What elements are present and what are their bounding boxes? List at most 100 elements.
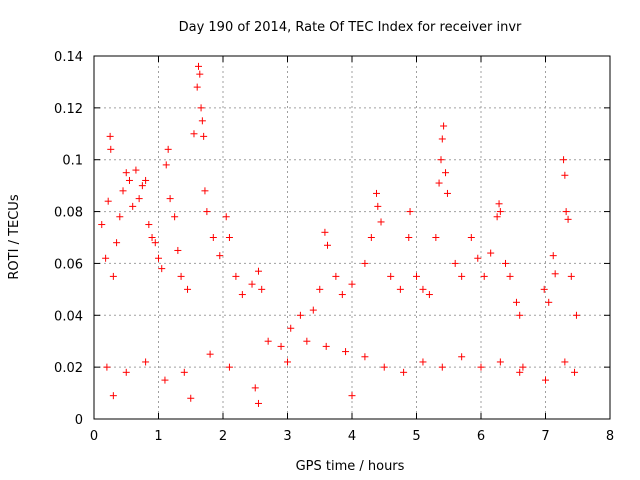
data-point	[196, 70, 204, 78]
data-point	[177, 272, 185, 280]
data-point	[512, 298, 520, 306]
data-point	[542, 376, 549, 384]
data-point	[413, 272, 420, 280]
data-point	[113, 239, 121, 247]
data-point	[458, 272, 466, 280]
data-point	[361, 259, 369, 267]
data-point	[506, 272, 514, 280]
data-point	[238, 291, 246, 299]
data-point	[190, 130, 198, 138]
data-point	[551, 270, 559, 278]
data-point	[549, 252, 557, 260]
data-point	[477, 363, 485, 371]
data-point	[316, 285, 324, 293]
data-point	[162, 161, 170, 169]
data-point	[348, 392, 356, 400]
data-point	[396, 285, 404, 293]
x-tick-label: 4	[348, 429, 356, 444]
data-point	[309, 306, 317, 314]
data-point	[432, 234, 440, 241]
data-point	[122, 368, 130, 376]
data-point	[287, 324, 295, 332]
data-point	[374, 202, 382, 210]
data-point	[148, 234, 156, 241]
data-point	[338, 291, 346, 299]
data-point	[125, 176, 133, 184]
data-point	[129, 202, 137, 210]
axis-ticks	[93, 55, 611, 420]
data-point	[254, 399, 262, 407]
data-point	[151, 239, 159, 247]
data-point	[519, 363, 527, 371]
x-tick-label: 5	[412, 429, 420, 444]
data-point	[322, 342, 330, 350]
data-point	[332, 272, 340, 280]
data-point	[540, 285, 548, 293]
data-point	[180, 368, 188, 376]
data-point	[493, 213, 501, 221]
data-point	[106, 132, 114, 140]
data-point	[122, 169, 130, 177]
data-point	[348, 280, 356, 288]
data-point	[284, 358, 291, 366]
data-point	[107, 145, 115, 153]
data-point	[296, 311, 304, 319]
data-point	[561, 171, 569, 179]
data-point	[496, 208, 504, 216]
y-tick-label: 0.1	[62, 154, 83, 169]
data-point	[425, 291, 433, 299]
data-point	[516, 368, 524, 376]
x-tick-label: 3	[283, 429, 291, 444]
data-point	[572, 311, 580, 319]
data-point	[251, 384, 259, 392]
data-point	[203, 208, 211, 216]
data-point	[225, 363, 233, 371]
x-axis-label: GPS time / hours	[296, 459, 405, 474]
data-point	[502, 259, 510, 267]
y-tick-label: 0.08	[54, 206, 83, 221]
data-point	[103, 363, 111, 371]
data-point	[400, 368, 408, 376]
data-point	[225, 234, 233, 241]
data-point	[232, 272, 240, 280]
data-point	[258, 285, 266, 293]
data-point	[138, 182, 146, 190]
data-point	[142, 176, 150, 184]
data-point	[174, 246, 182, 254]
y-axis-label: ROTI / TECUs	[7, 194, 22, 279]
data-point	[516, 311, 524, 319]
data-point	[209, 234, 217, 241]
data-point	[406, 208, 414, 216]
data-point	[367, 234, 375, 241]
data-point	[321, 228, 329, 236]
data-point	[467, 234, 475, 241]
data-point	[435, 179, 443, 187]
data-point	[387, 272, 395, 280]
data-point	[102, 254, 110, 262]
data-point	[487, 249, 495, 257]
data-point	[474, 254, 482, 262]
data-point	[562, 208, 570, 216]
data-point	[158, 265, 166, 273]
data-points	[98, 62, 580, 407]
data-point	[132, 166, 140, 174]
data-point	[264, 337, 272, 345]
y-tick-label: 0.12	[54, 102, 83, 117]
data-point	[437, 156, 445, 164]
data-point	[277, 342, 285, 350]
data-point	[197, 104, 205, 112]
data-point	[171, 213, 179, 221]
y-tick-label: 0.06	[54, 257, 83, 272]
data-point	[104, 197, 112, 205]
data-point	[458, 353, 466, 361]
data-point	[109, 392, 117, 400]
data-point	[380, 363, 388, 371]
data-point	[184, 285, 192, 293]
data-point	[377, 218, 385, 226]
data-point	[135, 195, 143, 203]
data-point	[155, 254, 162, 262]
data-point	[419, 285, 427, 293]
y-tick-label: 0	[75, 413, 83, 428]
tick-labels: 0 1 2 3 4 5 6 7 8 0 0.02 0.04 0.06 0.08 0.1 0.12 0.14	[54, 50, 614, 444]
